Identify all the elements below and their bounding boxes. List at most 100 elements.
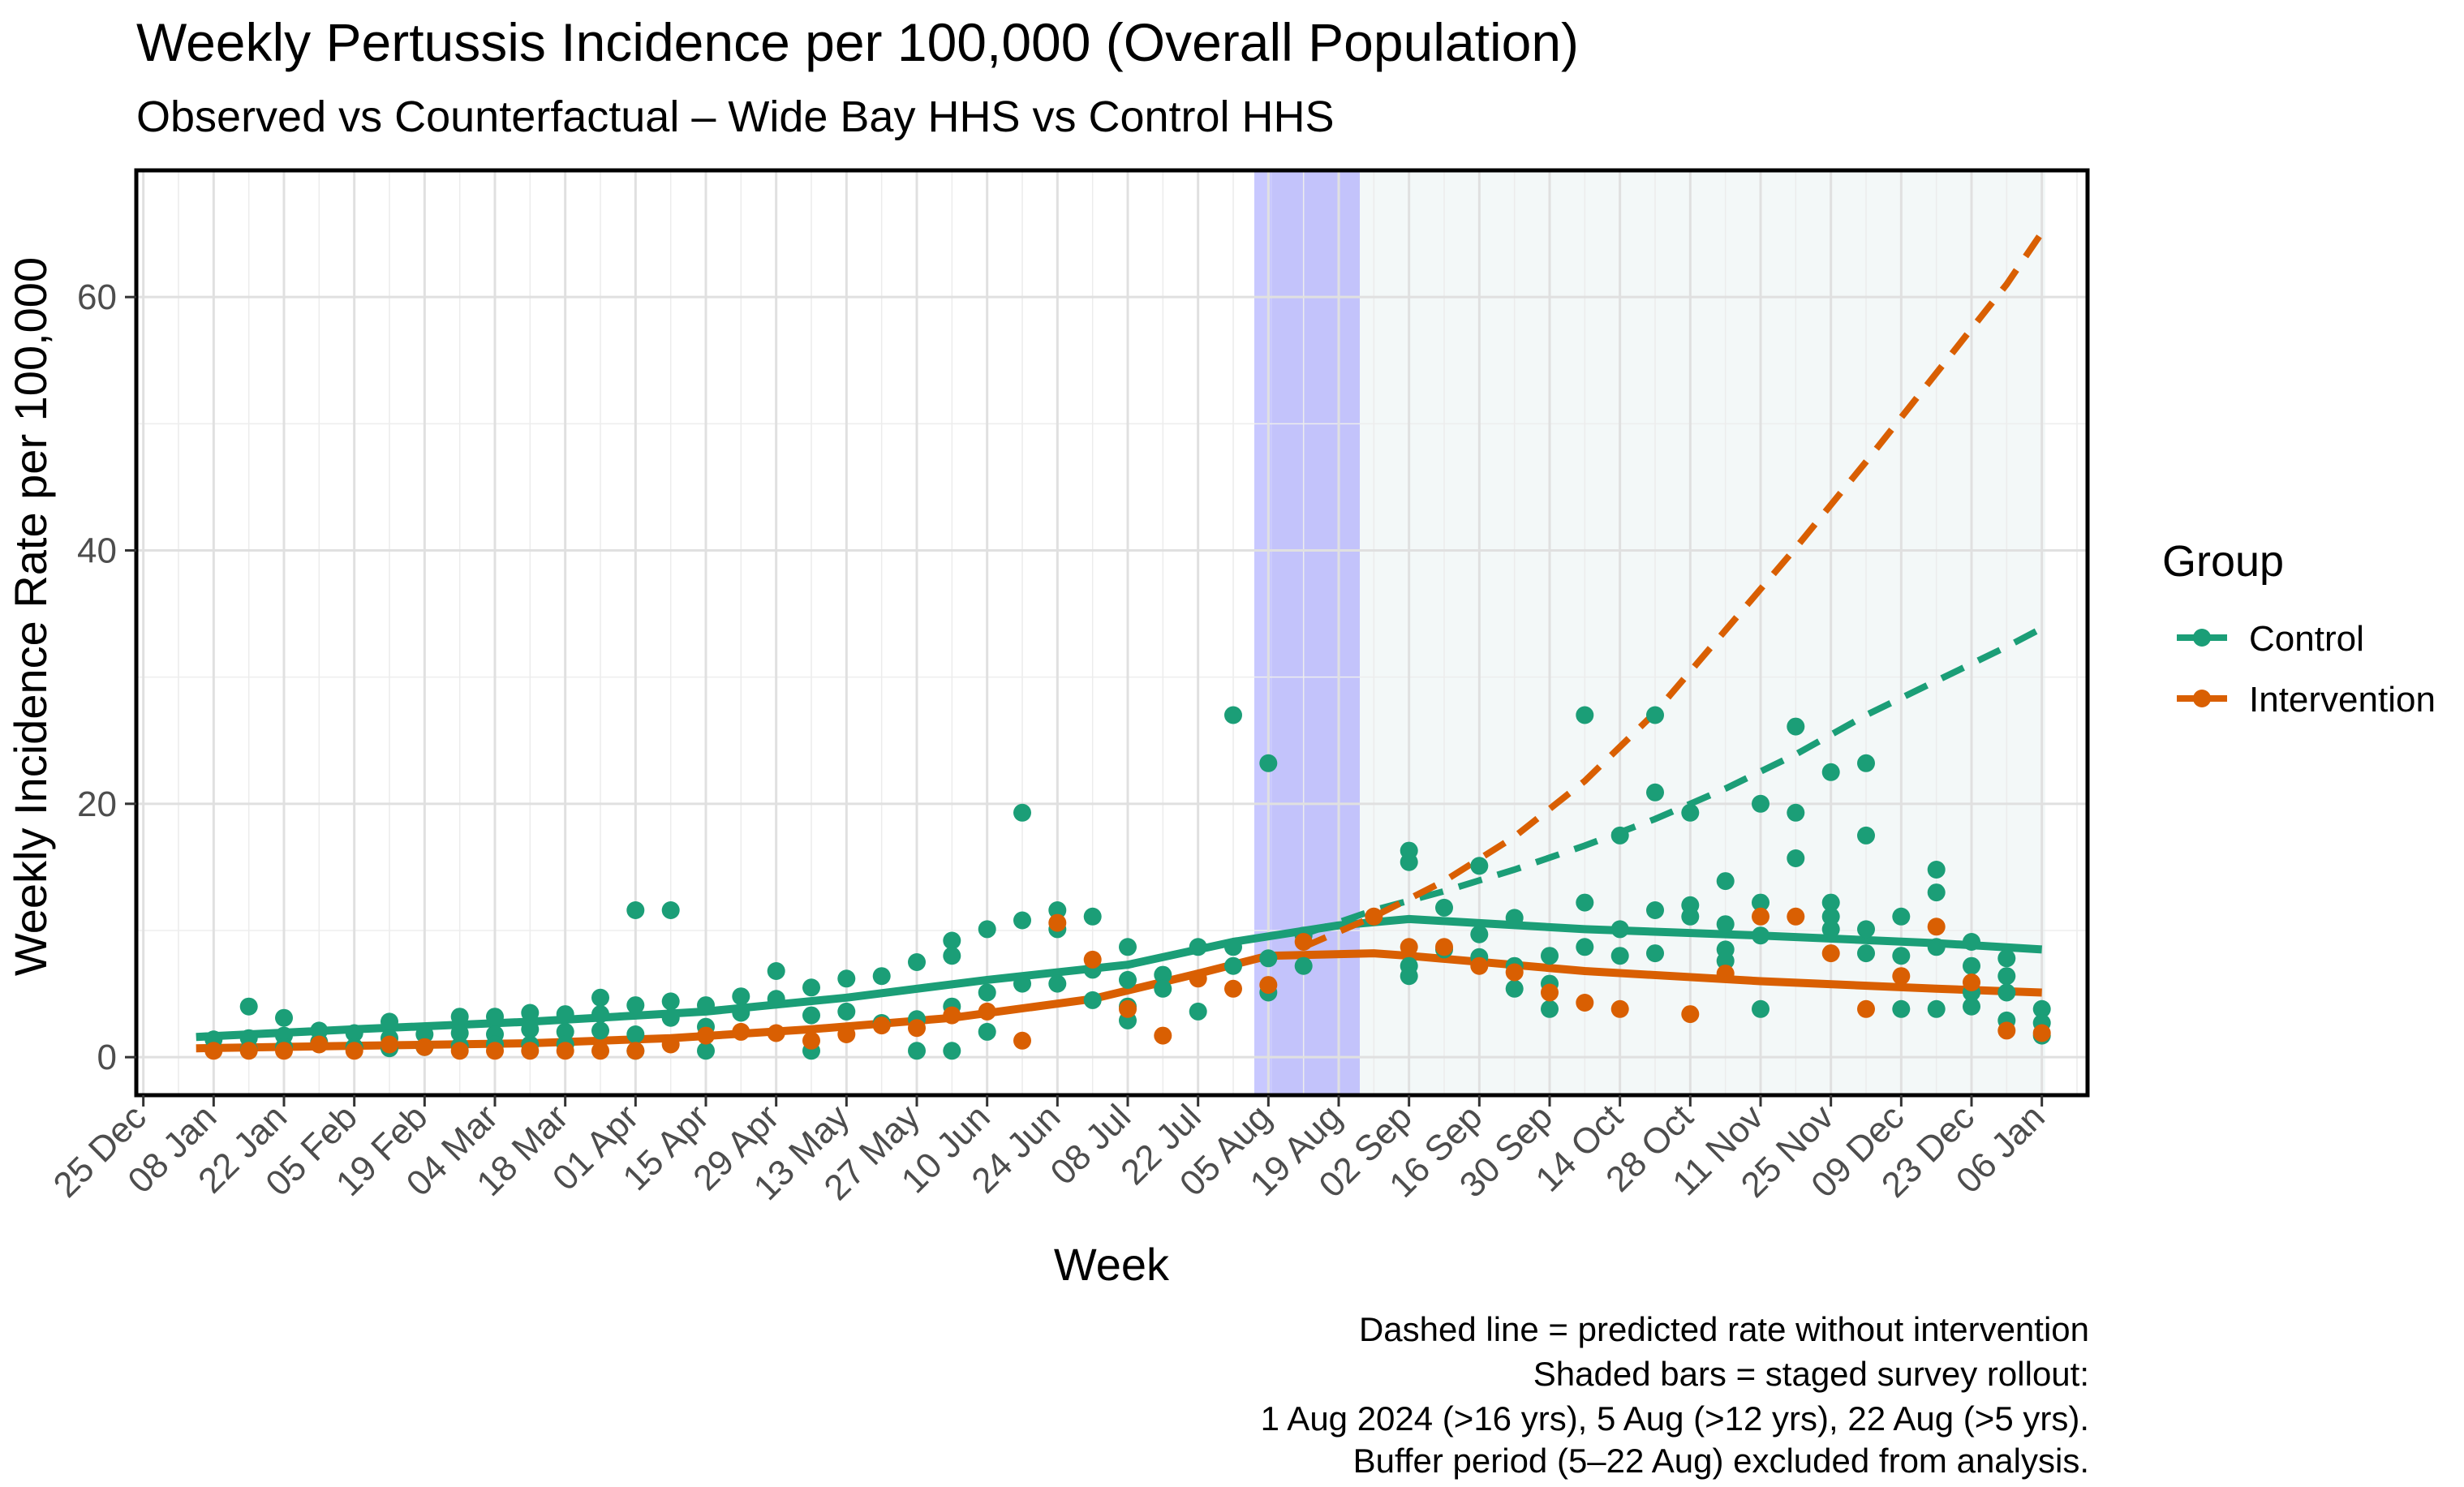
control-point [556, 1005, 574, 1024]
control-point [556, 1022, 574, 1041]
control-point [1716, 915, 1735, 934]
control-point [978, 920, 996, 939]
control-point [1716, 872, 1735, 891]
intervention-point [1927, 918, 1946, 936]
legend: Group Control Intervention [2162, 537, 2436, 720]
control-point [1787, 803, 1805, 822]
intervention-point [1857, 999, 1875, 1018]
intervention-point [1681, 1005, 1700, 1024]
control-point [1224, 956, 1242, 975]
control-point [1119, 938, 1137, 956]
control-point [661, 1008, 680, 1027]
intervention-point [1821, 944, 1840, 963]
control-point [1927, 861, 1946, 879]
control-point [1294, 956, 1313, 975]
intervention-point [1892, 967, 1911, 986]
control-point [381, 1012, 398, 1031]
y-tick-label: 0 [97, 1038, 117, 1077]
control-point [1787, 849, 1805, 867]
control-point [1821, 893, 1840, 912]
intervention-point [1013, 1031, 1031, 1050]
control-point [1576, 893, 1594, 912]
intervention-point [591, 1042, 609, 1060]
control-point [1857, 754, 1875, 772]
intervention-point [1787, 907, 1805, 926]
control-point [1505, 909, 1524, 927]
control-point [521, 1004, 540, 1022]
intervention-point [767, 1024, 785, 1042]
intervention-point [1610, 999, 1629, 1018]
control-point [1752, 926, 1770, 945]
control-point [1610, 947, 1629, 965]
intervention-counterfactual-line [1302, 226, 2049, 950]
intervention-point [1259, 976, 1278, 995]
control-point [345, 1024, 363, 1042]
intervention-point [556, 1042, 574, 1060]
control-point [978, 983, 996, 1002]
data-points [204, 706, 2051, 1060]
intervention-point [1716, 965, 1735, 983]
legend-title: Group [2162, 537, 2284, 586]
intervention-point [521, 1042, 540, 1060]
control-point [450, 1008, 469, 1026]
control-point [1119, 970, 1137, 989]
control-point [1927, 938, 1946, 956]
control-point [591, 988, 609, 1007]
control-point [1646, 944, 1664, 963]
control-point [1681, 803, 1700, 822]
control-point [908, 1042, 926, 1060]
control-point [1892, 907, 1911, 926]
control-point [1963, 997, 1980, 1016]
intervention-point [275, 1042, 293, 1060]
intervention-point [239, 1042, 258, 1060]
control-point [943, 947, 961, 965]
intervention-point [943, 1006, 961, 1025]
control-point [837, 969, 856, 988]
chart-title: Weekly Pertussis Incidence per 100,000 (… [136, 12, 1579, 72]
intervention-point [1400, 938, 1418, 956]
control-point [1470, 857, 1489, 875]
control-point [802, 1006, 820, 1025]
control-point [1048, 974, 1067, 993]
control-point [1224, 938, 1242, 956]
control-point [1013, 803, 1031, 822]
control-point [1857, 944, 1875, 963]
y-tick-label: 40 [77, 531, 117, 570]
control-point [1541, 999, 1559, 1018]
control-point [1646, 901, 1664, 919]
legend-label-control: Control [2249, 619, 2364, 659]
control-point [732, 987, 750, 1006]
control-point [767, 990, 785, 1008]
control-point [1013, 911, 1031, 930]
intervention-point [1576, 994, 1594, 1012]
control-point [450, 1024, 469, 1042]
intervention-point [1435, 938, 1453, 956]
intervention-point [1752, 907, 1770, 926]
control-point [1400, 853, 1418, 871]
control-point [1610, 826, 1629, 844]
control-point [943, 931, 961, 950]
intervention-point [345, 1042, 363, 1060]
control-point [1189, 1002, 1207, 1021]
intervention-point [872, 1016, 891, 1035]
control-point [1927, 999, 1946, 1018]
control-point [1646, 783, 1664, 802]
intervention-point [978, 1002, 996, 1021]
control-point [275, 1008, 293, 1027]
control-point [837, 1002, 856, 1021]
intervention-point [908, 1019, 926, 1038]
intervention-point [697, 1026, 715, 1045]
control-point [1259, 949, 1278, 968]
chart-subtitle: Observed vs Counterfactual – Wide Bay HH… [136, 92, 1335, 141]
control-point [1752, 999, 1770, 1018]
control-point [1154, 965, 1172, 984]
control-point [1259, 754, 1278, 772]
control-point [1963, 956, 1980, 975]
control-point [943, 1042, 961, 1060]
control-point [661, 992, 680, 1011]
intervention-point [486, 1042, 504, 1060]
intervention-point [1224, 979, 1242, 998]
control-point [1997, 967, 2016, 986]
